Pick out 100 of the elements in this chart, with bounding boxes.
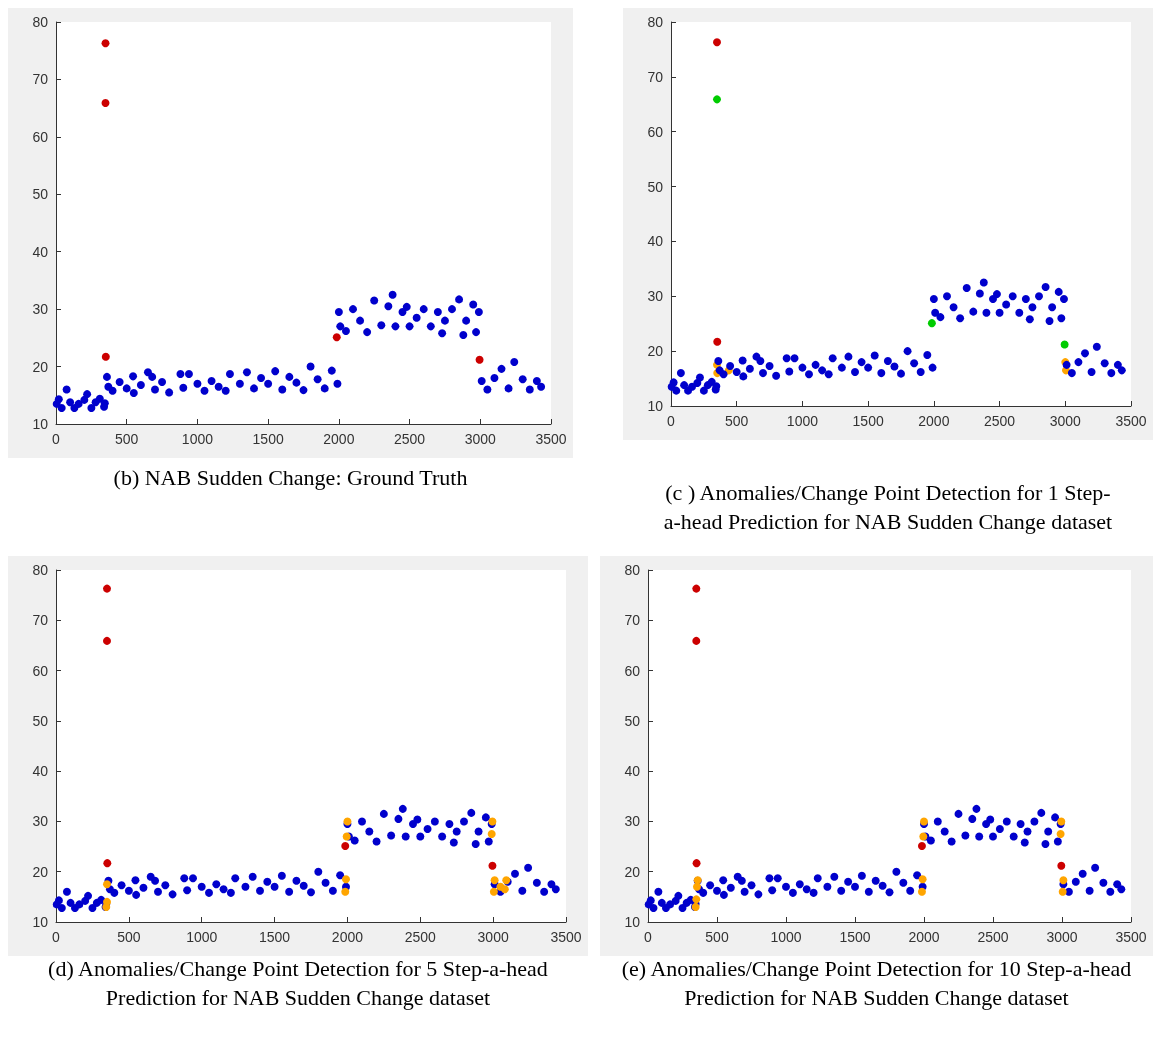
point [692, 859, 701, 868]
point [713, 38, 721, 47]
point [500, 885, 509, 894]
y-tick-label: 80 [32, 14, 49, 30]
x-tick-label: 3000 [477, 929, 509, 945]
y-tick-label: 10 [624, 914, 641, 930]
x-tick-label: 0 [52, 929, 61, 945]
y-tick-label: 30 [32, 813, 49, 830]
y-tick-label: 80 [32, 562, 49, 578]
x-tick-label: 1500 [252, 431, 284, 447]
point [1058, 887, 1067, 896]
x-tick-label: 1500 [839, 929, 871, 945]
y-tick-label: 50 [647, 178, 664, 195]
x-tick-label: 2000 [918, 413, 950, 429]
point [713, 337, 722, 346]
y-tick-label: 60 [647, 123, 664, 140]
x-tick-label: 1000 [786, 413, 819, 429]
point [490, 876, 499, 885]
y-tick-label: 50 [624, 712, 641, 729]
y-tick-label: 80 [624, 562, 641, 578]
point [1057, 861, 1066, 870]
point [341, 875, 350, 884]
x-tick-label: 1000 [186, 929, 218, 945]
point [475, 355, 484, 364]
y-tick-label: 70 [32, 71, 49, 88]
point [1059, 876, 1068, 885]
x-tick-label: 3500 [535, 431, 567, 447]
point [692, 584, 701, 593]
x-tick-label: 2500 [977, 929, 1009, 945]
y-tick-label: 40 [624, 763, 641, 780]
y-tick-label: 30 [624, 813, 641, 830]
y-tick-label: 70 [647, 68, 664, 85]
point [1056, 830, 1065, 838]
point [488, 861, 497, 870]
point [1060, 340, 1069, 349]
x-tick-label: 3500 [1115, 413, 1147, 429]
point [487, 830, 496, 838]
point [713, 95, 721, 104]
x-tick-label: 3000 [1046, 929, 1078, 945]
point [692, 895, 701, 904]
y-tick-label: 70 [624, 612, 641, 629]
x-tick-label: 2000 [908, 929, 940, 945]
x-tick-label: 0 [644, 929, 653, 945]
point [918, 875, 927, 884]
y-tick-label: 40 [32, 763, 49, 780]
point [917, 887, 926, 896]
point [917, 842, 926, 851]
x-tick-label: 1500 [258, 929, 291, 945]
y-tick-label: 50 [32, 712, 49, 729]
x-tick-label: 500 [115, 431, 139, 447]
x-tick-label: 1500 [852, 413, 884, 429]
y-tick-label: 20 [32, 358, 49, 375]
point [927, 319, 936, 328]
x-tick-label: 3000 [1049, 413, 1082, 429]
x-tick-label: 2500 [983, 413, 1016, 429]
y-tick-label: 20 [32, 863, 49, 880]
y-tick-label: 10 [647, 398, 664, 414]
point [489, 887, 498, 896]
point [103, 584, 111, 593]
y-tick-label: 80 [647, 14, 664, 30]
point [101, 98, 110, 107]
y-tick-label: 20 [624, 863, 641, 880]
x-tick-label: 500 [725, 413, 749, 429]
y-tick-label: 70 [32, 612, 49, 629]
point [103, 636, 111, 645]
y-tick-label: 10 [32, 914, 49, 930]
x-tick-label: 0 [52, 431, 61, 447]
x-tick-label: 3500 [550, 929, 582, 945]
x-tick-label: 500 [117, 929, 141, 945]
x-tick-label: 500 [705, 929, 729, 945]
point [101, 352, 110, 361]
y-tick-label: 10 [32, 416, 49, 432]
y-tick-label: 30 [32, 301, 49, 318]
x-tick-label: 1000 [770, 929, 802, 945]
y-tick-label: 50 [32, 186, 49, 203]
point [103, 880, 111, 889]
point [101, 39, 110, 48]
x-tick-label: 0 [667, 413, 676, 429]
x-tick-label: 3500 [1115, 929, 1147, 945]
text: (d) Anomalies/Change Point Detection for 5 Step-a-head Prediction for NAB Sudden Change dataset [47, 955, 549, 1012]
x-tick-label: 1000 [181, 431, 214, 447]
y-tick-label: 60 [32, 128, 49, 145]
y-tick-label: 40 [647, 233, 664, 250]
y-tick-label: 40 [32, 243, 49, 260]
y-tick-label: 60 [624, 662, 641, 679]
x-tick-label: 2000 [331, 929, 364, 945]
point [341, 887, 350, 896]
y-tick-label: 60 [32, 662, 49, 679]
point [341, 842, 350, 851]
text: (b) NAB Sudden Change: Ground Truth [112, 464, 469, 492]
text: (c ) Anomalies/Change Point Detection for 1 Step-a-head Prediction for NAB Sudden Change dataset [662, 479, 1114, 536]
point [332, 333, 341, 342]
x-tick-label: 2000 [323, 431, 355, 447]
x-tick-label: 3000 [464, 431, 497, 447]
x-tick-label: 2500 [393, 431, 426, 447]
x-tick-label: 2500 [404, 929, 437, 945]
y-tick-label: 20 [647, 343, 664, 360]
point [692, 636, 701, 645]
point [103, 859, 112, 868]
text: (e) Anomalies/Change Point Detection for 10 Step-a-head Prediction for NAB Sudden Change dataset [620, 955, 1133, 1012]
